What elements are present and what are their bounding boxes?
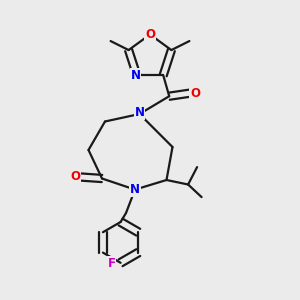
Text: O: O	[190, 87, 200, 100]
Text: O: O	[70, 170, 80, 184]
Text: O: O	[145, 28, 155, 41]
Text: N: N	[130, 69, 141, 82]
Text: F: F	[108, 257, 116, 270]
Text: N: N	[130, 183, 140, 196]
Text: N: N	[134, 106, 145, 119]
